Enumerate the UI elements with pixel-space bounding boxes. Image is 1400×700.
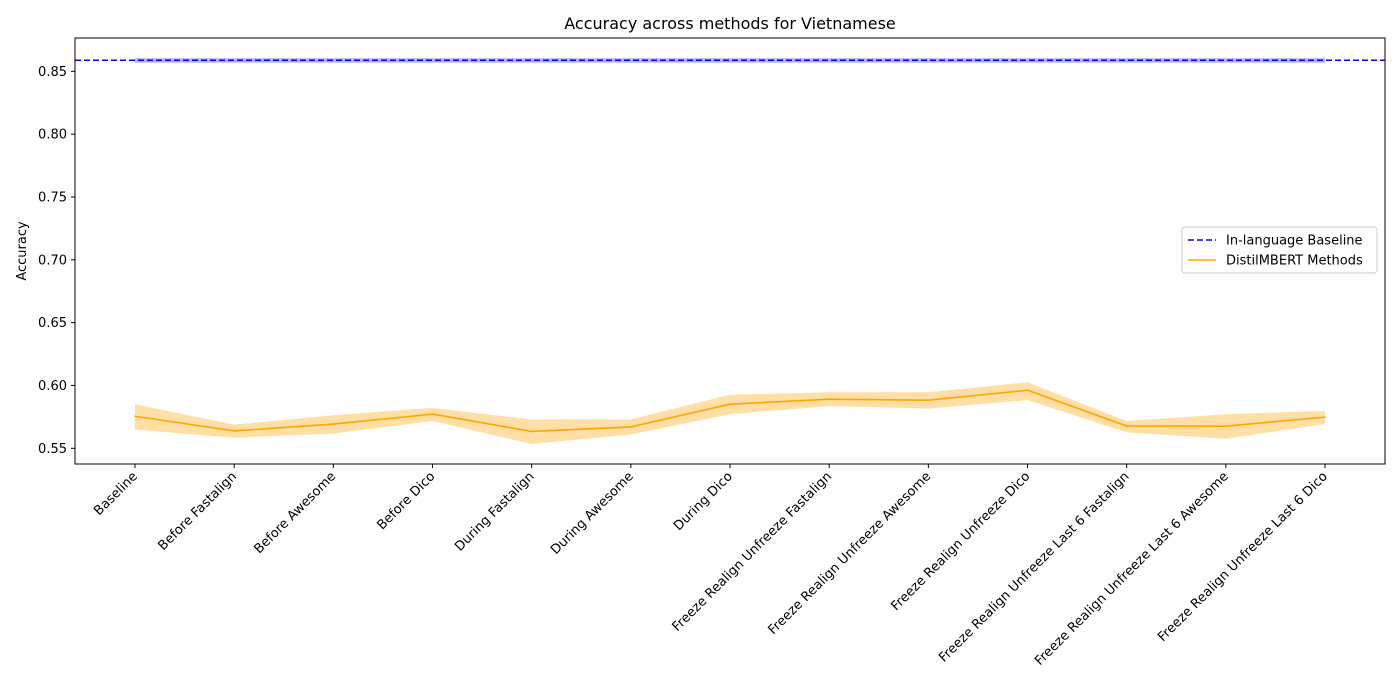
- methods-point: [630, 426, 632, 428]
- x-tick-label: Before Fastalign: [156, 469, 240, 553]
- x-tick-label: Before Dico: [374, 469, 438, 533]
- plot-area: [74, 37, 1386, 465]
- methods-point: [1026, 389, 1029, 392]
- legend-baseline-label: In-language Baseline: [1226, 234, 1363, 249]
- x-tick-label: Freeze Realign Unfreeze Last 6 Awesome: [1032, 469, 1232, 669]
- x-tick-label: Freeze Realign Unfreeze Last 6 Fastalign: [936, 469, 1132, 665]
- x-tick-label: Freeze Realign Unfreeze Awesome: [766, 469, 935, 638]
- x-axis: Baseline Before Fastalign Before Awesome Be…: [91, 464, 1331, 669]
- x-tick-label: During Awesome: [548, 469, 637, 558]
- y-axis: 0.55 0.60 0.65 0.70 0.75 0.80 0.85: [38, 65, 75, 457]
- methods-point: [828, 398, 830, 400]
- legend: In-language Baseline DistilMBERT Methods: [1181, 226, 1378, 274]
- y-axis-label: Accuracy: [15, 221, 30, 281]
- y-tick-label: 0.85: [38, 65, 67, 80]
- x-tick-label: Baseline: [91, 469, 141, 519]
- x-tick-label: During Fastalign: [452, 469, 537, 554]
- methods-point: [233, 430, 235, 432]
- x-tick-label: Freeze Realign Unfreeze Last 6 Dico: [1155, 469, 1331, 645]
- y-tick-label: 0.55: [38, 442, 67, 457]
- methods-point: [431, 413, 434, 415]
- x-tick-label: Before Awesome: [251, 469, 339, 557]
- y-tick-label: 0.80: [38, 128, 67, 143]
- methods-point: [927, 399, 930, 401]
- y-tick-label: 0.75: [38, 190, 67, 205]
- methods-point: [1225, 425, 1227, 427]
- methods-point: [1125, 425, 1128, 427]
- legend-methods-label: DistilMBERT Methods: [1226, 254, 1363, 269]
- methods-point: [530, 430, 533, 433]
- y-tick-label: 0.60: [38, 379, 67, 394]
- baseline-band: [135, 58, 1326, 63]
- legend-box: [1181, 226, 1378, 274]
- chart-title: Accuracy across methods for Vietnamese: [564, 14, 896, 33]
- methods-point: [1324, 416, 1326, 418]
- y-tick-label: 0.70: [38, 253, 67, 268]
- x-tick-label: Freeze Realign Unfreeze Fastalign: [670, 469, 835, 634]
- y-tick-label: 0.65: [38, 316, 67, 331]
- methods-point: [332, 423, 335, 425]
- methods-point: [134, 415, 136, 418]
- methods-band: [135, 382, 1326, 445]
- methods-point: [729, 403, 731, 405]
- x-tick-label: During Dico: [671, 469, 736, 534]
